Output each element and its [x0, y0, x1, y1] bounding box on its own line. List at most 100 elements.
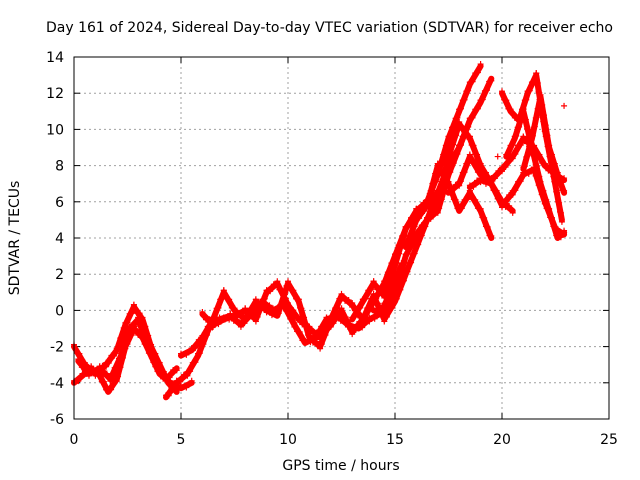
data-point	[421, 222, 428, 229]
data-point	[157, 366, 164, 373]
data-point	[299, 321, 306, 328]
data-point	[263, 305, 270, 312]
data-point	[554, 233, 561, 239]
data-point	[534, 79, 541, 86]
data-point	[267, 288, 274, 295]
data-point	[470, 183, 477, 190]
data-point	[411, 223, 418, 230]
data-point	[543, 131, 550, 138]
data-point	[268, 312, 275, 319]
data-point	[466, 182, 473, 189]
chart-title: Day 161 of 2024, Sidereal Day-to-day VTE…	[46, 20, 613, 36]
data-point	[496, 196, 503, 203]
data-point	[450, 160, 457, 167]
data-point	[226, 296, 233, 303]
data-point	[96, 363, 103, 370]
data-point	[432, 205, 439, 212]
data-point	[138, 323, 145, 330]
data-point	[539, 101, 546, 108]
data-point	[509, 209, 516, 216]
data-point	[447, 150, 454, 157]
data-point	[142, 333, 149, 340]
data-point	[536, 151, 543, 158]
data-point	[491, 175, 498, 182]
data-point	[362, 313, 369, 320]
y-axis-label: SDTVAR / TECUs	[7, 181, 23, 296]
series-trail-track-4	[163, 262, 405, 401]
data-point	[474, 69, 481, 76]
data-point	[474, 105, 481, 112]
data-point	[250, 304, 257, 311]
data-point	[285, 278, 291, 285]
data-point	[334, 304, 341, 311]
data-point	[522, 116, 529, 123]
data-point	[452, 181, 459, 188]
y-tick-label: 0	[55, 303, 64, 319]
data-point	[291, 319, 298, 326]
data-point	[115, 344, 122, 351]
data-point	[282, 295, 289, 302]
data-point	[206, 316, 213, 323]
data-point	[518, 114, 525, 121]
data-point	[444, 156, 451, 163]
data-point	[82, 364, 89, 371]
data-point	[258, 304, 265, 311]
data-point	[366, 304, 373, 311]
data-point	[165, 392, 172, 399]
data-point	[551, 160, 558, 167]
data-point	[202, 332, 209, 339]
data-point	[477, 61, 484, 68]
data-point	[553, 188, 560, 195]
data-point	[416, 215, 423, 222]
data-point	[535, 105, 542, 112]
data-point	[173, 367, 180, 374]
data-point	[520, 106, 527, 113]
data-point	[136, 310, 143, 317]
data-point	[337, 317, 344, 324]
data-point	[540, 187, 547, 194]
data-point	[509, 141, 516, 148]
data-point	[150, 355, 157, 362]
data-point	[377, 286, 384, 293]
data-point	[479, 96, 486, 103]
data-point	[429, 180, 436, 187]
data-point	[534, 79, 541, 86]
data-point	[445, 187, 452, 194]
data-point	[469, 78, 476, 85]
data-point	[556, 199, 563, 206]
y-tick-label: 8	[55, 159, 64, 175]
data-point	[418, 232, 425, 239]
data-point	[211, 313, 218, 320]
data-point	[166, 374, 173, 381]
data-point	[100, 378, 107, 385]
data-point	[183, 384, 190, 391]
data-point	[152, 359, 159, 366]
data-point	[512, 151, 519, 158]
data-point	[437, 186, 444, 193]
data-point	[499, 88, 505, 95]
data-point	[457, 141, 464, 148]
data-point	[541, 121, 548, 128]
data-point	[552, 179, 559, 186]
data-point	[234, 316, 241, 323]
data-point	[452, 196, 459, 203]
data-point	[345, 296, 352, 303]
data-point	[533, 70, 540, 77]
data-point	[371, 315, 378, 322]
data-point	[196, 350, 203, 357]
data-point	[557, 208, 564, 215]
data-point	[135, 314, 142, 321]
data-point	[188, 377, 195, 384]
data-point	[306, 332, 313, 339]
data-point	[538, 100, 545, 107]
data-point	[528, 133, 535, 140]
data-point	[320, 332, 327, 339]
data-point	[440, 175, 447, 182]
data-point	[426, 214, 433, 221]
data-point	[492, 187, 499, 194]
data-point	[404, 268, 411, 275]
data-point	[231, 310, 238, 317]
data-point	[524, 152, 531, 159]
data-point	[488, 233, 495, 239]
data-point	[561, 187, 568, 194]
